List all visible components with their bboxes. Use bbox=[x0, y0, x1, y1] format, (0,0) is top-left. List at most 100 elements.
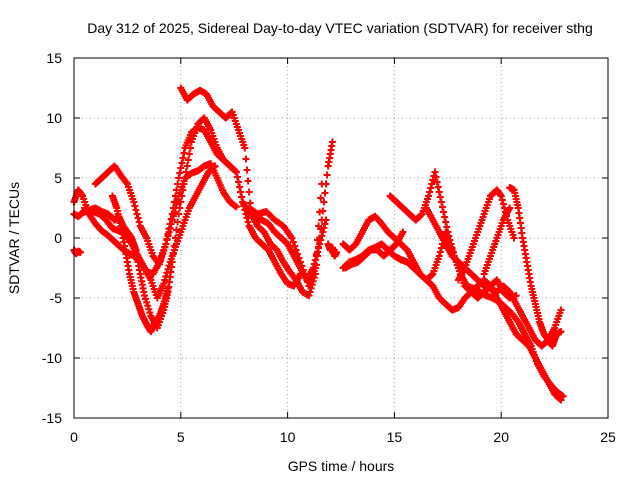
data-point bbox=[164, 284, 172, 292]
data-point bbox=[506, 204, 514, 212]
x-tick-label: 25 bbox=[600, 429, 616, 445]
data-point bbox=[158, 254, 166, 262]
data-point bbox=[179, 154, 187, 162]
data-point bbox=[318, 216, 326, 224]
series-track-9 bbox=[324, 240, 341, 260]
data-point bbox=[176, 204, 184, 212]
data-point bbox=[321, 220, 329, 228]
data-point bbox=[435, 252, 443, 260]
data-point bbox=[178, 192, 186, 200]
series-track-8 bbox=[245, 180, 326, 290]
data-point bbox=[167, 215, 175, 223]
series-track-13 bbox=[386, 168, 567, 400]
data-point bbox=[440, 208, 448, 216]
data-point bbox=[168, 210, 176, 218]
data-point bbox=[211, 162, 219, 170]
data-point bbox=[288, 234, 296, 242]
data-point bbox=[160, 247, 168, 255]
data-point bbox=[298, 262, 306, 270]
data-point bbox=[499, 200, 507, 208]
data-point bbox=[234, 178, 242, 186]
data-point bbox=[432, 173, 440, 181]
data-point bbox=[437, 198, 445, 206]
y-tick-label: -15 bbox=[42, 410, 62, 426]
data-point bbox=[498, 196, 506, 204]
data-point bbox=[559, 392, 567, 400]
series-track-6 bbox=[91, 124, 330, 284]
data-point bbox=[171, 192, 179, 200]
data-point bbox=[510, 234, 518, 242]
x-tick-label: 5 bbox=[177, 429, 185, 445]
data-point bbox=[161, 243, 169, 251]
series-track-17 bbox=[506, 184, 565, 350]
data-point bbox=[131, 202, 139, 210]
data-point bbox=[399, 228, 407, 236]
data-point bbox=[169, 250, 177, 258]
data-point bbox=[171, 234, 179, 242]
data-point bbox=[135, 218, 143, 226]
data-point bbox=[232, 168, 240, 176]
y-axis-label: SDTVAR / TECUs bbox=[6, 182, 22, 294]
plot-frame bbox=[73, 57, 609, 419]
data-point bbox=[321, 189, 329, 197]
data-point bbox=[436, 248, 444, 256]
data-point bbox=[238, 193, 246, 201]
data-point bbox=[133, 210, 141, 218]
data-point bbox=[165, 225, 173, 233]
data-point bbox=[174, 180, 182, 188]
series-track-5 bbox=[108, 192, 172, 336]
data-point bbox=[233, 173, 241, 181]
data-point bbox=[145, 305, 153, 313]
x-tick-labels: 0 5 10 15 20 25 bbox=[70, 429, 616, 445]
data-point bbox=[311, 256, 319, 264]
data-point bbox=[178, 159, 186, 167]
data-point bbox=[296, 258, 304, 266]
data-point bbox=[144, 302, 152, 310]
data-point bbox=[445, 232, 453, 240]
data-point bbox=[183, 162, 191, 170]
chart-title: Day 312 of 2025, Sidereal Day-to-day VTE… bbox=[87, 20, 593, 36]
data-point bbox=[291, 242, 299, 250]
data-point bbox=[169, 204, 177, 212]
y-tick-label: 5 bbox=[54, 170, 62, 186]
x-tick-label: 0 bbox=[70, 429, 78, 445]
data-point bbox=[333, 248, 341, 256]
data-point bbox=[441, 213, 449, 221]
data-point bbox=[232, 203, 240, 211]
data-point bbox=[305, 292, 313, 300]
data-point bbox=[316, 208, 324, 216]
data-point bbox=[311, 264, 319, 272]
data-point bbox=[295, 254, 303, 262]
data-point bbox=[323, 171, 331, 179]
data-point bbox=[166, 220, 174, 228]
data-point bbox=[425, 192, 433, 200]
data-point bbox=[245, 188, 253, 196]
y-tick-label: 0 bbox=[54, 230, 62, 246]
data-point bbox=[436, 193, 444, 201]
y-tick-labels: -15 -10 -5 0 5 10 15 bbox=[42, 50, 62, 426]
series-track-12 bbox=[341, 228, 407, 272]
data-point bbox=[444, 228, 452, 236]
data-point bbox=[442, 218, 450, 226]
data-point bbox=[184, 156, 192, 164]
data-point bbox=[246, 199, 254, 207]
data-point bbox=[140, 292, 148, 300]
data-point bbox=[176, 169, 184, 177]
data-point bbox=[142, 295, 150, 303]
data-point bbox=[443, 223, 451, 231]
data-point bbox=[179, 186, 187, 194]
y-tick-label: -10 bbox=[42, 350, 62, 366]
x-tick-label: 15 bbox=[387, 429, 403, 445]
data-point bbox=[163, 235, 171, 243]
series-track-15 bbox=[454, 186, 518, 284]
data-point bbox=[438, 203, 446, 211]
y-tick-label: 15 bbox=[46, 50, 62, 66]
data-point bbox=[437, 244, 445, 252]
data-point bbox=[180, 180, 188, 188]
data-point bbox=[181, 174, 189, 182]
y-tick-label: 10 bbox=[46, 110, 62, 126]
data-point bbox=[299, 266, 307, 274]
data-point bbox=[294, 250, 302, 258]
data-point bbox=[427, 184, 435, 192]
